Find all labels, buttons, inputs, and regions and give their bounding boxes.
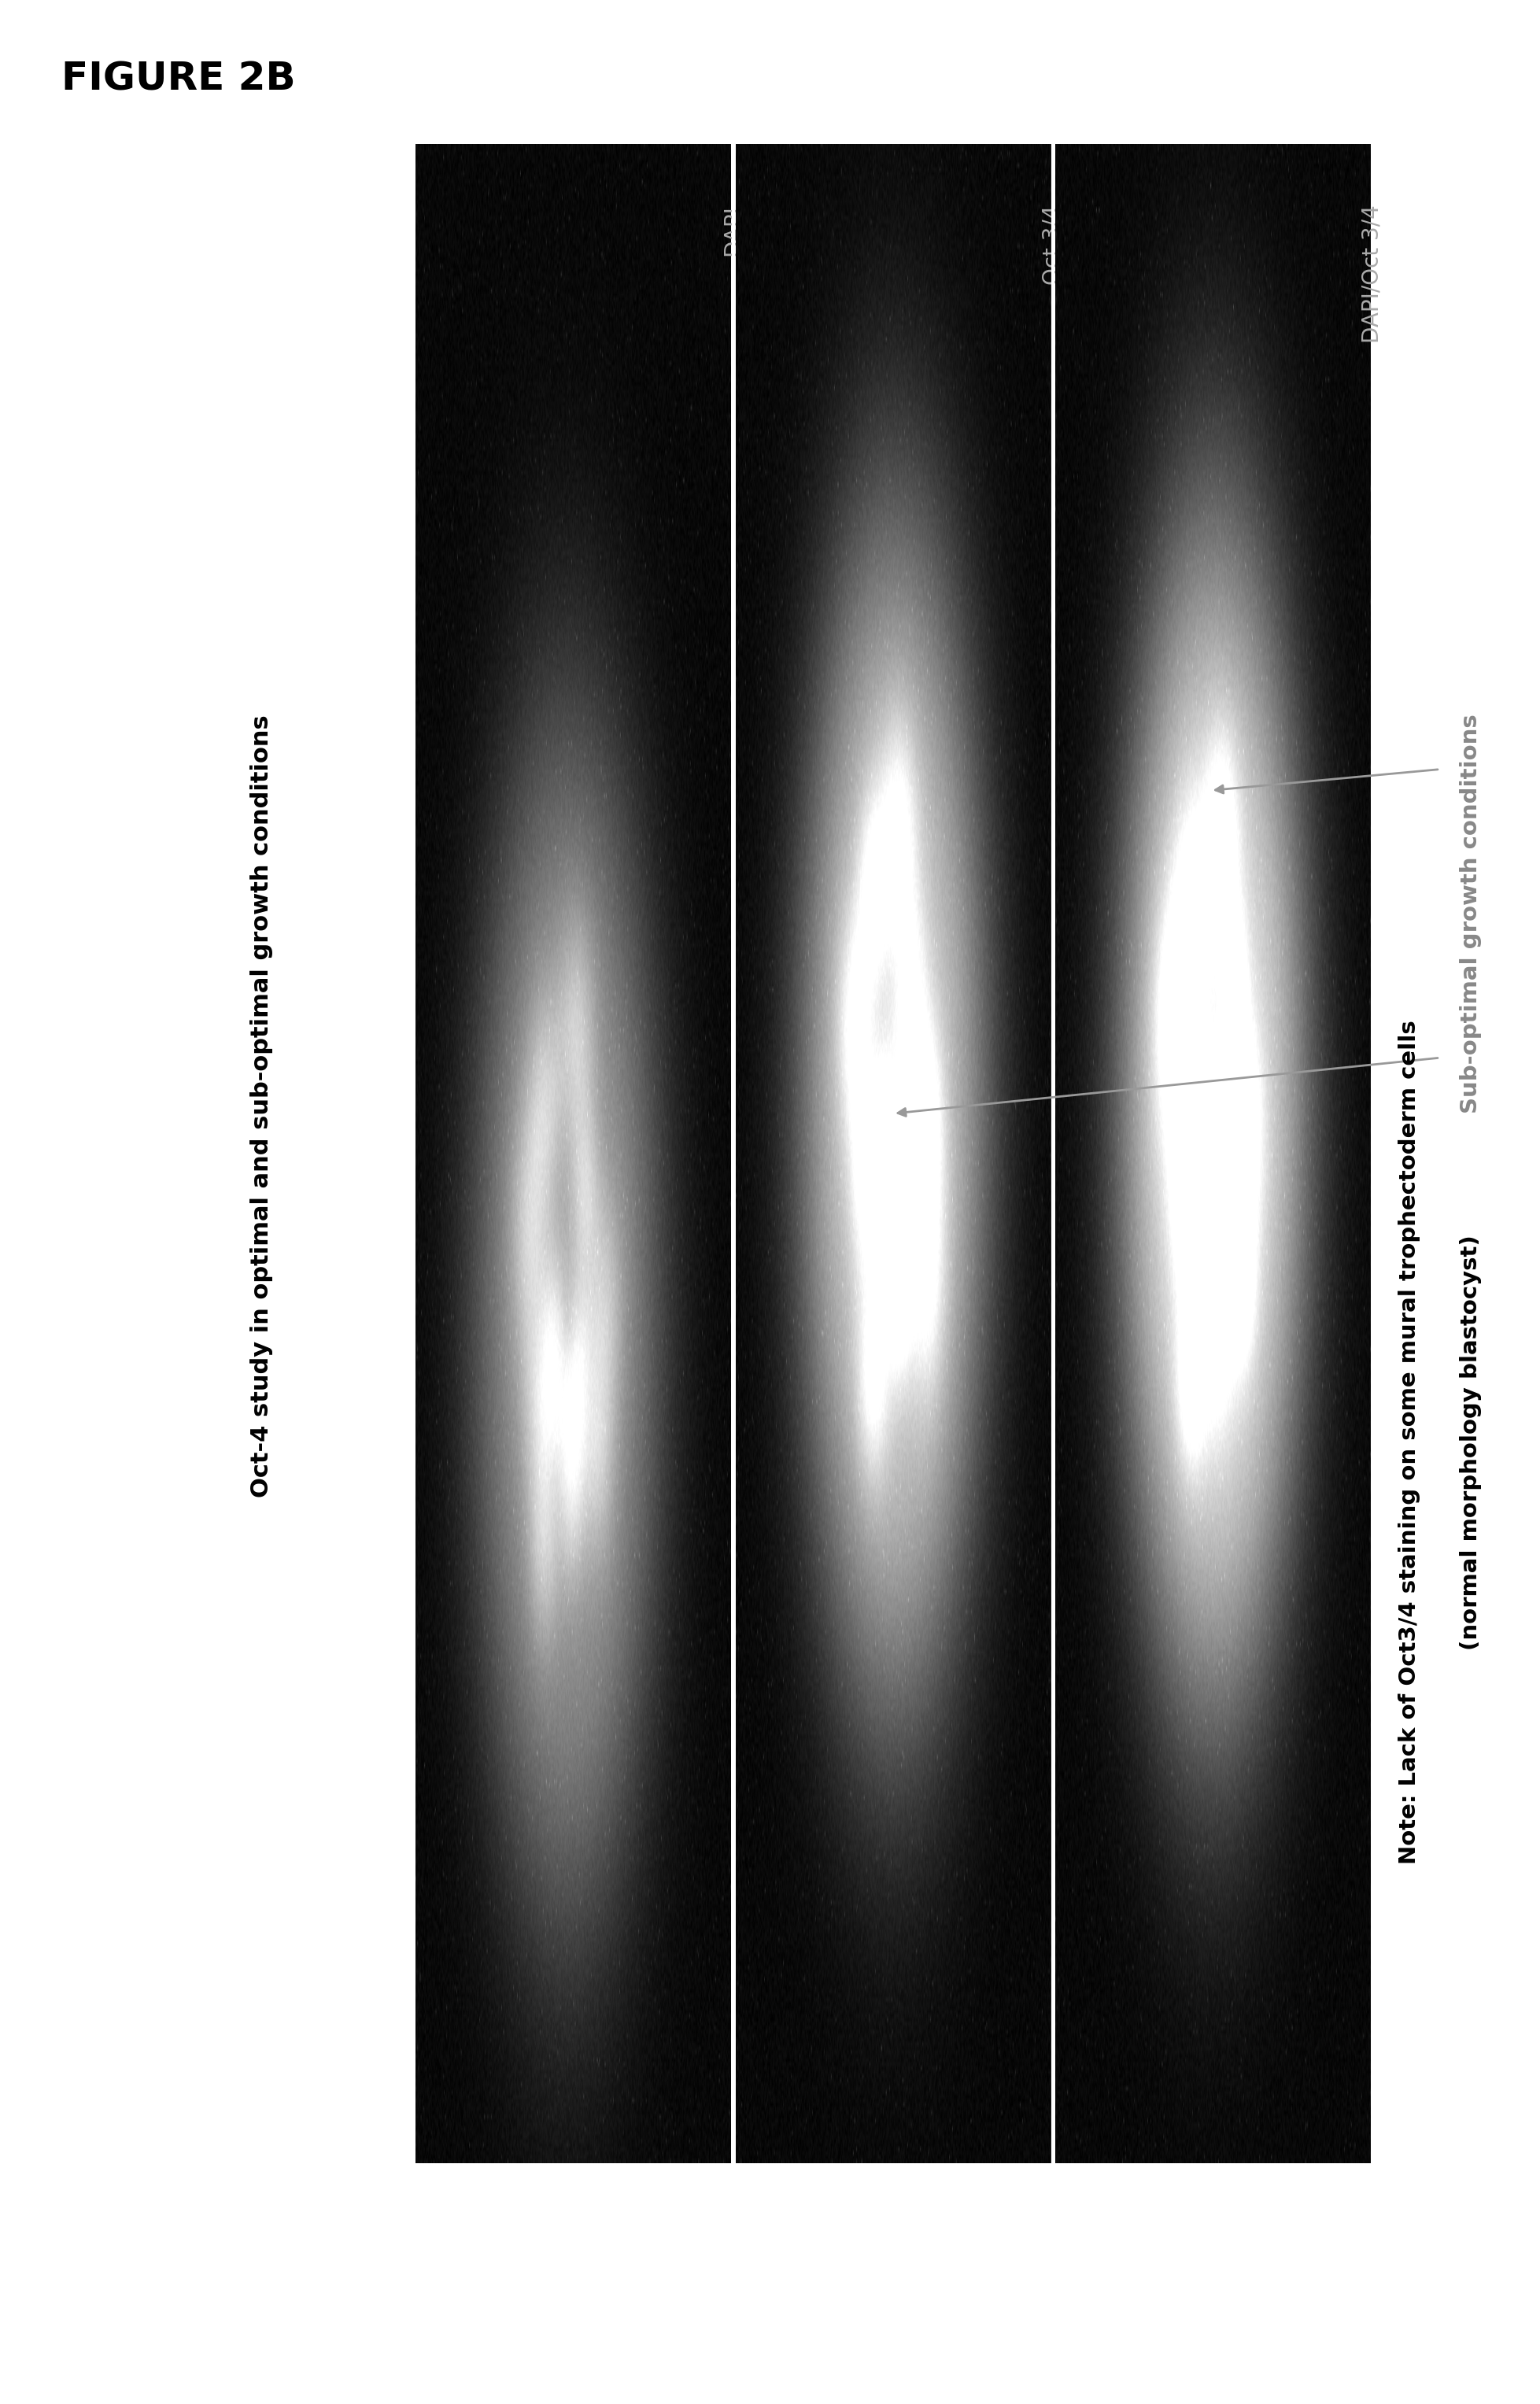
- Text: Oct 3/4: Oct 3/4: [1041, 204, 1064, 284]
- Text: FIGURE 2B: FIGURE 2B: [62, 60, 296, 99]
- Text: Oct-4 study in optimal and sub-optimal growth conditions: Oct-4 study in optimal and sub-optimal g…: [251, 714, 273, 1498]
- Text: (normal morphology blastocyst): (normal morphology blastocyst): [1460, 1236, 1481, 1649]
- Text: Note: Lack of Oct3/4 staining on some mural trophectoderm cells: Note: Lack of Oct3/4 staining on some mu…: [1398, 1019, 1420, 1866]
- Text: DAPI: DAPI: [722, 204, 744, 255]
- Text: DAPI/Oct 3/4: DAPI/Oct 3/4: [1361, 204, 1383, 344]
- Text: Sub-optimal growth conditions: Sub-optimal growth conditions: [1460, 714, 1481, 1113]
